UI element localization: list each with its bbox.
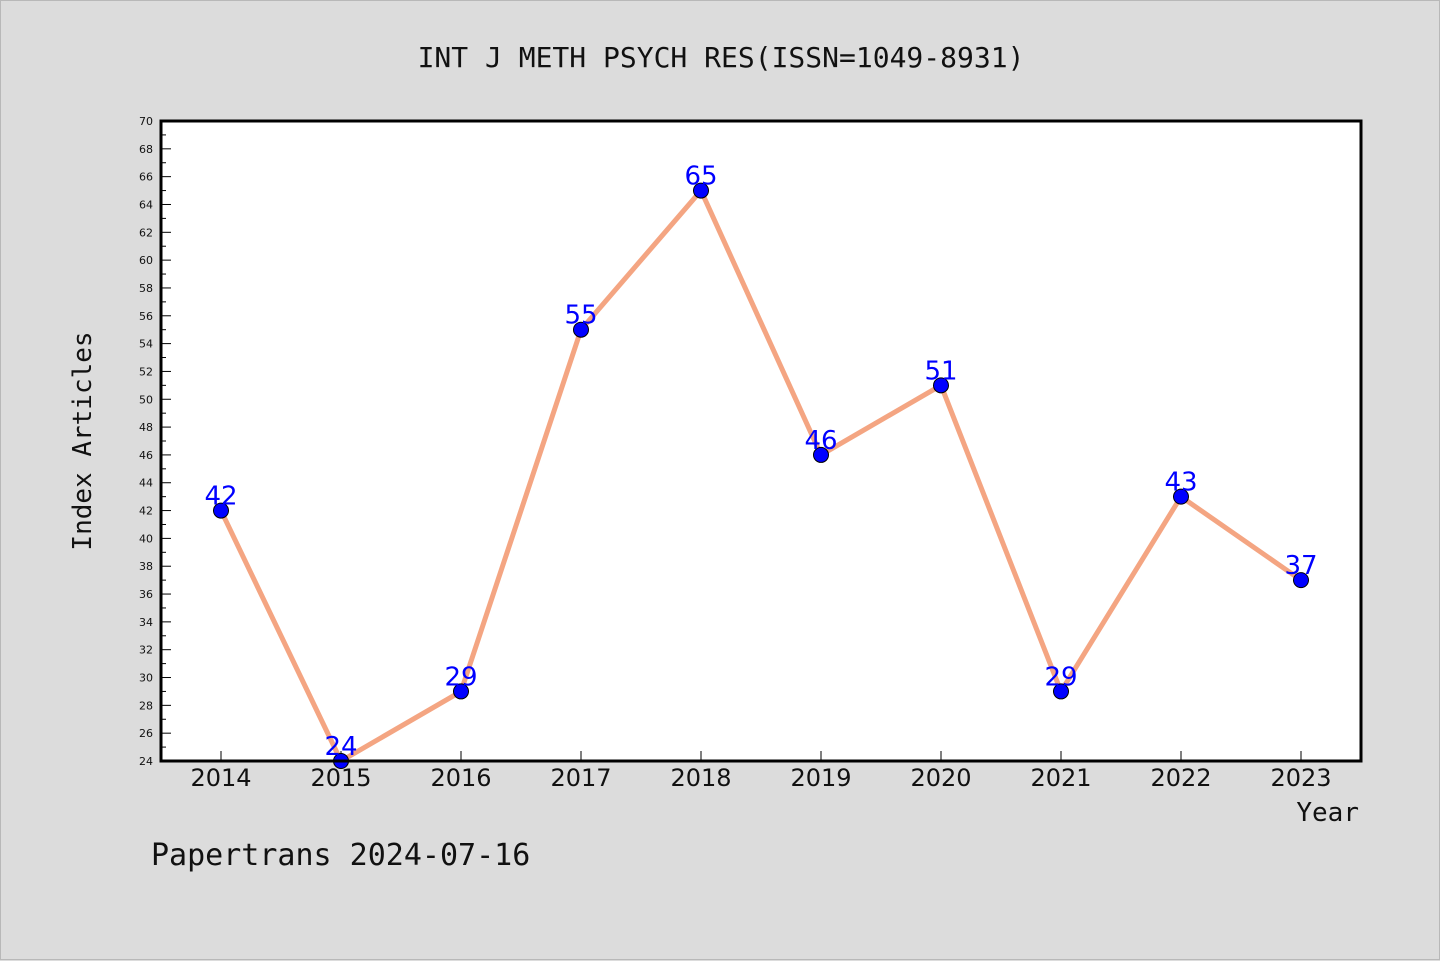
data-label: 42 — [204, 482, 237, 512]
data-label: 51 — [924, 356, 957, 386]
x-axis-ticks: 2014 2015 2016 2017 2018 2019 2020 2021 2022 2023 — [190, 751, 1332, 792]
x-tick-label: 2016 — [430, 764, 491, 792]
chart-title: INT J METH PSYCH RES(ISSN=1049-8931) — [418, 41, 1025, 74]
y-tick-label: 28 — [139, 699, 153, 712]
data-label: 29 — [1044, 662, 1077, 692]
series-line — [218, 188, 1304, 764]
data-label: 65 — [684, 162, 717, 192]
x-tick-label: 2023 — [1270, 764, 1331, 792]
series-group: 42 24 29 55 65 46 51 29 43 37 — [204, 162, 1318, 769]
y-tick-label: 30 — [139, 672, 153, 685]
y-tick-label: 58 — [139, 282, 153, 295]
y-tick-label: 24 — [139, 755, 153, 768]
data-label: 46 — [804, 426, 837, 456]
y-tick-label: 38 — [139, 560, 153, 573]
data-point — [1173, 488, 1189, 505]
data-label: 24 — [324, 732, 357, 762]
data-point — [693, 182, 709, 199]
y-tick-label: 52 — [139, 365, 153, 378]
plot-frame — [159, 119, 1363, 763]
y-tick-label: 32 — [139, 644, 153, 657]
plot-area — [161, 121, 1361, 761]
y-tick-label: 66 — [139, 171, 153, 184]
x-tick-label: 2022 — [1150, 764, 1211, 792]
x-tick-label: 2018 — [670, 764, 731, 792]
y-tick-label: 26 — [139, 727, 153, 740]
y-tick-label: 34 — [139, 616, 153, 629]
data-point — [213, 502, 229, 519]
y-tick-label: 54 — [139, 338, 153, 351]
x-axis-label: Year — [1296, 798, 1359, 828]
y-tick-label: 62 — [139, 226, 153, 239]
y-tick-label: 44 — [139, 477, 153, 490]
y-tick-label: 70 — [139, 115, 153, 128]
x-tick-label: 2019 — [790, 764, 851, 792]
footer-source: Papertrans 2024-07-16 — [151, 838, 530, 873]
x-tick-label: 2017 — [550, 764, 611, 792]
y-tick-label: 60 — [139, 254, 153, 267]
data-label: 37 — [1284, 551, 1317, 581]
y-axis-ticks: 24 26 28 30 32 34 36 38 40 42 44 46 48 50 52 54 56 58 60 62… — [139, 115, 171, 768]
data-label: 55 — [564, 301, 597, 331]
y-tick-label: 64 — [139, 198, 153, 211]
data-point — [933, 377, 949, 394]
y-tick-label: 48 — [139, 421, 153, 434]
data-point — [1293, 572, 1309, 589]
x-tick-label: 2021 — [1030, 764, 1091, 792]
data-point — [453, 683, 469, 700]
y-tick-label: 40 — [139, 532, 153, 545]
y-tick-label: 46 — [139, 449, 153, 462]
data-label: 43 — [1164, 468, 1197, 498]
x-tick-label: 2020 — [910, 764, 971, 792]
data-point — [813, 446, 829, 463]
y-tick-label: 50 — [139, 393, 153, 406]
y-tick-label: 56 — [139, 310, 153, 323]
x-tick-label: 2014 — [190, 764, 251, 792]
y-tick-label: 42 — [139, 505, 153, 518]
y-axis-label: Index Articles — [68, 331, 98, 550]
data-label: 29 — [444, 662, 477, 692]
y-tick-label: 68 — [139, 143, 153, 156]
y-tick-label: 36 — [139, 588, 153, 601]
data-point — [573, 321, 589, 338]
data-point — [1053, 683, 1069, 700]
